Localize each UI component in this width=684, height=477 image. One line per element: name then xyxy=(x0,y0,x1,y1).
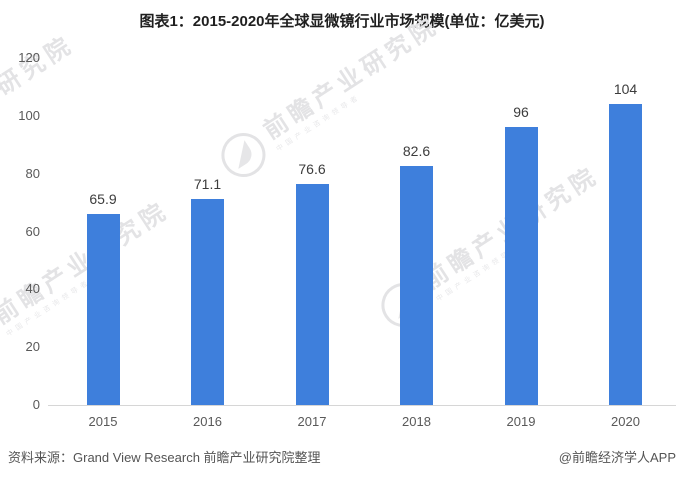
credit-note: @前瞻经济学人APP xyxy=(558,450,676,465)
y-axis-tick-100: 100 xyxy=(18,107,40,123)
plot-area: 65.9 71.1 76.6 82.6 96 104 xyxy=(48,58,676,406)
y-axis-tick-120: 120 xyxy=(18,50,40,65)
bar-2019 xyxy=(504,127,538,405)
x-axis-label-2020: 2020 xyxy=(611,414,640,429)
y-axis-tick-20: 20 xyxy=(25,339,40,355)
bar-value-label-2016: 71.1 xyxy=(193,176,222,193)
y-axis-tick-0: 0 xyxy=(32,397,40,412)
x-axis-label-2019: 2019 xyxy=(506,414,536,429)
chart-title: 图表1：2015-2020年全球显微镜行业市场规模(单位：亿美元) xyxy=(139,13,545,30)
bar-2020 xyxy=(609,104,642,405)
x-axis-label-2018: 2018 xyxy=(402,414,431,429)
y-axis-tick-60: 60 xyxy=(25,223,40,239)
bar-value-label-2020: 104 xyxy=(613,81,638,98)
bar-value-label-2015: 65.9 xyxy=(89,191,117,208)
y-axis-tick-40: 40 xyxy=(25,281,40,297)
bar-value-label-2019: 96 xyxy=(513,104,529,121)
bar-value-label-2018: 82.6 xyxy=(402,143,431,160)
source-note: 资料来源：Grand View Research 前瞻产业研究院整理 xyxy=(8,450,321,465)
chart-footer: 资料来源：Grand View Research 前瞻产业研究院整理 @前瞻经济… xyxy=(8,447,676,466)
bar-value-label-2017: 76.6 xyxy=(298,160,326,177)
bar-2015 xyxy=(86,214,120,405)
y-axis-tick-80: 80 xyxy=(25,165,40,181)
x-axis-label-2015: 2015 xyxy=(88,414,118,429)
x-axis-label-2017: 2017 xyxy=(297,414,327,429)
x-axis-label-2016: 2016 xyxy=(193,414,222,429)
bar-2016 xyxy=(191,199,224,405)
bar-2017 xyxy=(295,183,329,405)
bar-2018 xyxy=(400,166,433,405)
